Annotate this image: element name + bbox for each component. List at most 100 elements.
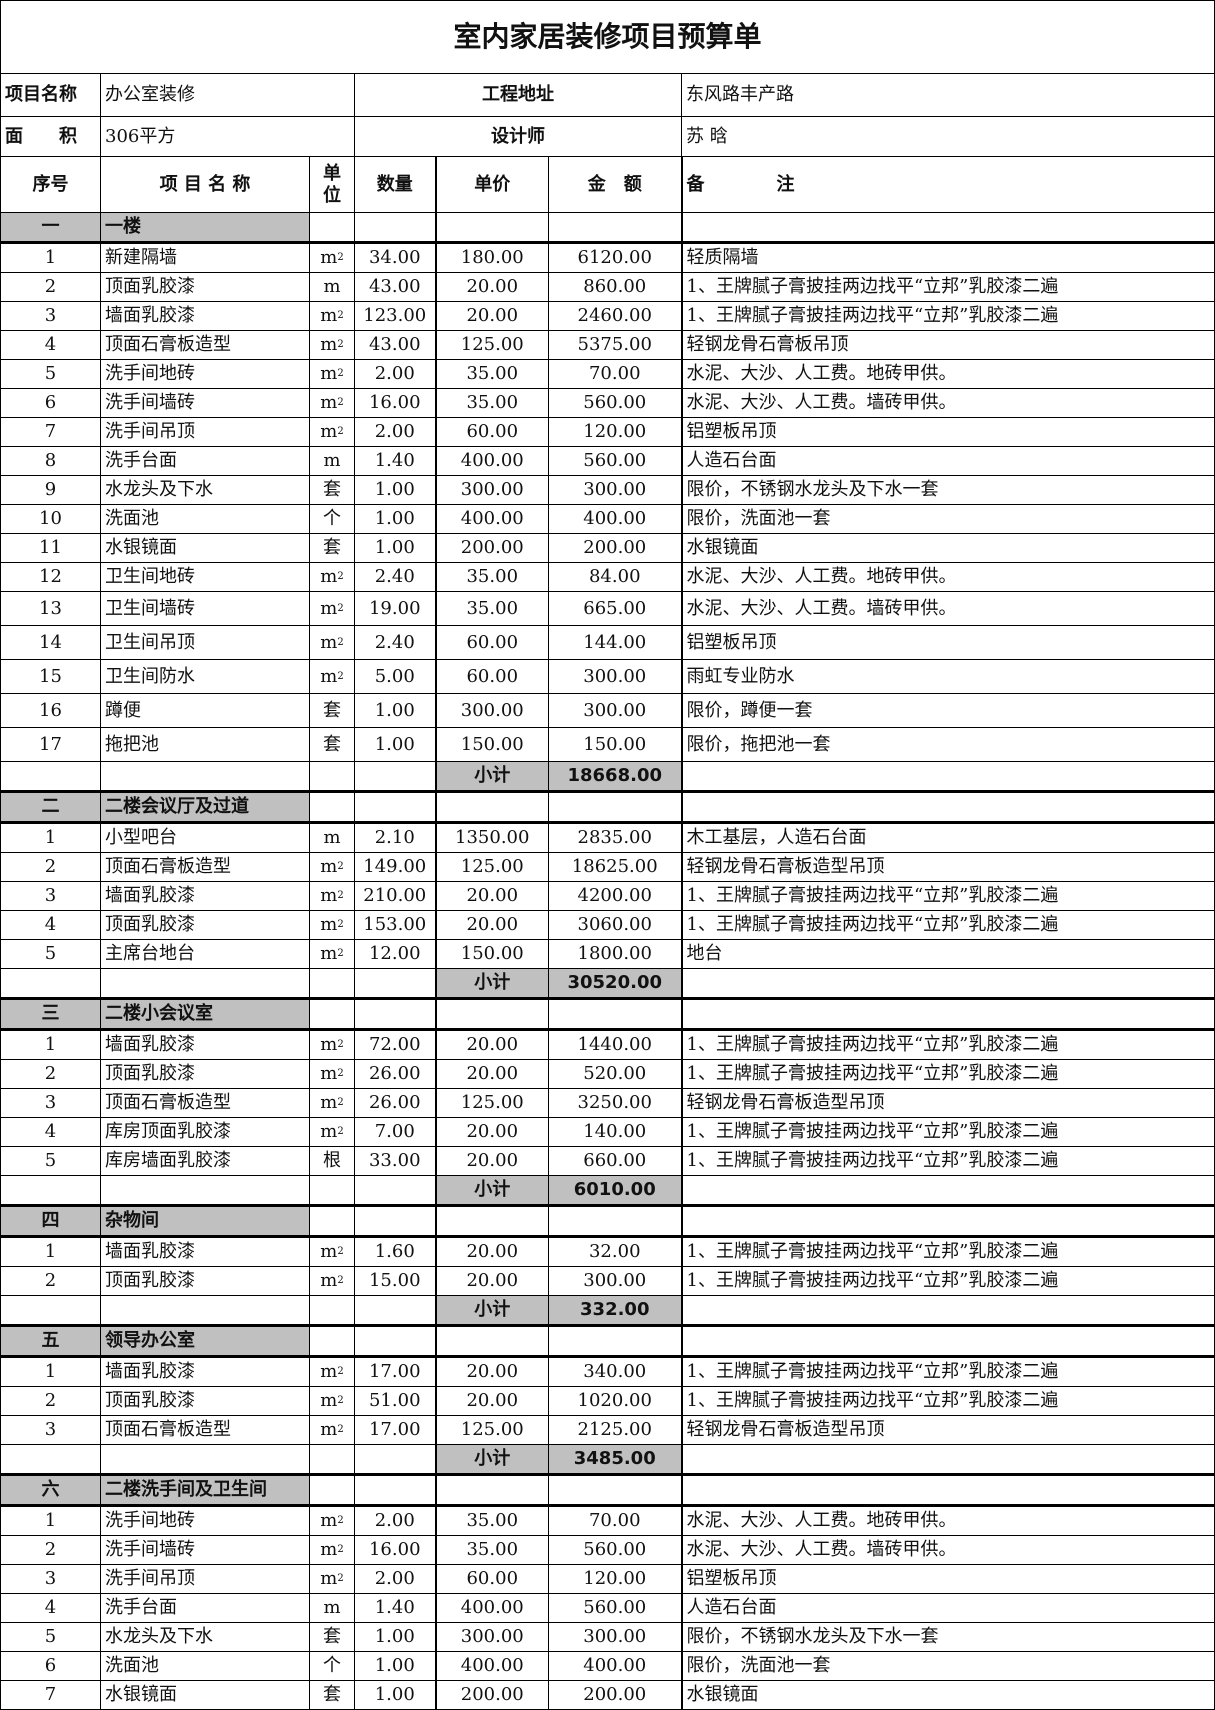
table-row: 2 顶面乳胶漆 m2 26.00 20.00 520.00 1、王牌腻子膏披挂两边找平“立邦… — [0, 1059, 1215, 1089]
cell-item-name: 水龙头及下水 — [100, 1622, 310, 1652]
cell-unit: m2 — [309, 1535, 355, 1565]
cell-seq: 1 — [0, 1029, 101, 1060]
cell-unit-price: 60.00 — [434, 417, 549, 447]
cell-unit-price: 400.00 — [434, 446, 549, 476]
section-number: 二 — [0, 791, 101, 824]
cell-unit-price: 60.00 — [434, 625, 549, 660]
empty-cell — [680, 1474, 1215, 1507]
cell-unit-price: 20.00 — [434, 1266, 549, 1296]
header-unit-price: 单价 — [434, 156, 549, 213]
cell-quantity: 16.00 — [354, 1535, 436, 1565]
cell-unit: m2 — [309, 388, 355, 418]
cell-item-name: 墙面乳胶漆 — [100, 1029, 310, 1060]
empty-cell — [0, 761, 101, 793]
section-row: 三二楼小会议室 — [0, 998, 1215, 1031]
cell-unit-price: 35.00 — [434, 359, 549, 389]
subtotal-amount: 30520.00 — [548, 968, 682, 1000]
table-row: 2 洗手间墙砖 m2 16.00 35.00 560.00 水泥、大沙、人工费。墙砖甲供。 — [0, 1535, 1215, 1565]
cell-remarks: 水泥、大沙、人工费。地砖甲供。 — [680, 562, 1215, 592]
cell-seq: 9 — [0, 475, 101, 505]
cell-quantity: 1.00 — [354, 1651, 436, 1681]
cell-quantity: 153.00 — [354, 910, 436, 940]
cell-item-name: 卫生间防水 — [100, 659, 310, 694]
cell-seq: 3 — [0, 881, 101, 911]
cell-unit-price: 60.00 — [434, 1564, 549, 1594]
cell-seq: 2 — [0, 1535, 101, 1565]
cell-remarks: 1、王牌腻子膏披挂两边找平“立邦”乳胶漆二遍 — [680, 1029, 1215, 1060]
subtotal-row: 小计 18668.00 — [0, 761, 1215, 793]
cell-quantity: 5.00 — [354, 659, 436, 694]
table-row: 2 顶面乳胶漆 m 43.00 20.00 860.00 1、王牌腻子膏披挂两边找平“立邦”… — [0, 272, 1215, 302]
cell-quantity: 33.00 — [354, 1146, 436, 1176]
cell-item-name: 顶面乳胶漆 — [100, 272, 310, 302]
section-name: 二楼洗手间及卫生间 — [100, 1474, 310, 1507]
cell-unit: m2 — [309, 910, 355, 940]
empty-cell — [680, 998, 1215, 1031]
cell-remarks: 铝塑板吊顶 — [680, 1564, 1215, 1594]
cell-seq: 10 — [0, 504, 101, 534]
cell-remarks: 1、王牌腻子膏披挂两边找平“立邦”乳胶漆二遍 — [680, 1059, 1215, 1089]
section-row: 四杂物间 — [0, 1205, 1215, 1238]
section-row: 一一楼 — [0, 212, 1215, 244]
cell-remarks: 铝塑板吊顶 — [680, 625, 1215, 660]
cell-quantity: 2.00 — [354, 1505, 436, 1536]
cell-amount: 1020.00 — [548, 1386, 682, 1416]
cell-seq: 4 — [0, 910, 101, 940]
cell-unit-price: 400.00 — [434, 504, 549, 534]
cell-amount: 84.00 — [548, 562, 682, 592]
cell-seq: 5 — [0, 359, 101, 389]
table-row: 8 洗手台面 m 1.40 400.00 560.00 人造石台面 — [0, 446, 1215, 476]
table-row: 1 洗手间地砖 m2 2.00 35.00 70.00 水泥、大沙、人工费。地砖甲供。 — [0, 1505, 1215, 1536]
cell-unit: m2 — [309, 1505, 355, 1536]
cell-amount: 560.00 — [548, 1535, 682, 1565]
cell-item-name: 小型吧台 — [100, 822, 310, 853]
cell-quantity: 1.60 — [354, 1236, 436, 1267]
empty-cell — [434, 212, 549, 244]
empty-cell — [354, 968, 436, 1000]
section-name: 二楼小会议室 — [100, 998, 310, 1031]
cell-unit-price: 180.00 — [434, 242, 549, 273]
cell-amount: 2125.00 — [548, 1415, 682, 1445]
address-label: 工程地址 — [354, 73, 682, 117]
project-name-value: 办公室装修 — [100, 73, 355, 117]
area-label: 面 积 — [0, 116, 101, 157]
cell-quantity: 43.00 — [354, 330, 436, 360]
cell-amount: 5375.00 — [548, 330, 682, 360]
cell-amount: 400.00 — [548, 504, 682, 534]
cell-remarks: 1、王牌腻子膏披挂两边找平“立邦”乳胶漆二遍 — [680, 1356, 1215, 1387]
cell-seq: 13 — [0, 591, 101, 626]
section-row: 六二楼洗手间及卫生间 — [0, 1474, 1215, 1507]
cell-remarks: 1、王牌腻子膏披挂两边找平“立邦”乳胶漆二遍 — [680, 1117, 1215, 1147]
cell-unit: 套 — [309, 533, 355, 563]
cell-seq: 7 — [0, 1680, 101, 1710]
empty-cell — [309, 1325, 355, 1358]
section-name: 领导办公室 — [100, 1325, 310, 1358]
cell-quantity: 26.00 — [354, 1088, 436, 1118]
cell-item-name: 拖把池 — [100, 727, 310, 762]
cell-remarks: 水泥、大沙、人工费。地砖甲供。 — [680, 359, 1215, 389]
table-row: 14 卫生间吊顶 m2 2.40 60.00 144.00 铝塑板吊顶 — [0, 625, 1215, 660]
empty-cell — [548, 1205, 682, 1238]
cell-seq: 3 — [0, 301, 101, 331]
cell-unit-price: 35.00 — [434, 562, 549, 592]
table-row: 6 洗手间墙砖 m2 16.00 35.00 560.00 水泥、大沙、人工费。墙砖甲供。 — [0, 388, 1215, 418]
designer-label: 设计师 — [354, 116, 682, 157]
cell-unit: m2 — [309, 1415, 355, 1445]
cell-seq: 3 — [0, 1088, 101, 1118]
cell-amount: 140.00 — [548, 1117, 682, 1147]
cell-seq: 6 — [0, 388, 101, 418]
table-row: 2 顶面乳胶漆 m2 51.00 20.00 1020.00 1、王牌腻子膏披挂两边找平“立… — [0, 1386, 1215, 1416]
cell-seq: 4 — [0, 1117, 101, 1147]
section-number: 三 — [0, 998, 101, 1031]
cell-remarks: 轻质隔墙 — [680, 242, 1215, 273]
cell-seq: 3 — [0, 1415, 101, 1445]
cell-unit: m — [309, 1593, 355, 1623]
cell-remarks: 木工基层，人造石台面 — [680, 822, 1215, 853]
table-row: 6 洗面池个 1.00 400.00 400.00 限价，洗面池一套 — [0, 1651, 1215, 1681]
cell-remarks: 限价，洗面池一套 — [680, 1651, 1215, 1681]
header-item-name: 项 目 名 称 — [100, 156, 310, 213]
cell-quantity: 43.00 — [354, 272, 436, 302]
subtotal-amount: 332.00 — [548, 1295, 682, 1327]
cell-quantity: 1.00 — [354, 475, 436, 505]
cell-seq: 1 — [0, 1356, 101, 1387]
